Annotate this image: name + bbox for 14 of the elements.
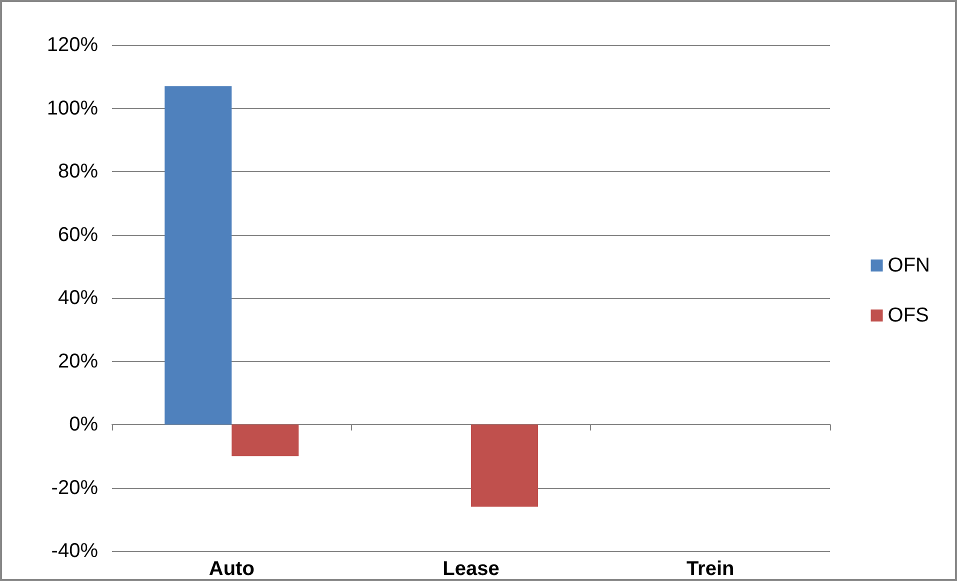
y-tick-label: 60%	[58, 224, 98, 246]
y-tick-label: 120%	[46, 34, 98, 56]
y-tick-label: 40%	[58, 287, 98, 309]
legend-label: OFS	[888, 304, 929, 326]
y-tick-label: 100%	[46, 97, 98, 120]
x-tick-label: Auto	[208, 558, 254, 580]
y-tick-label: -40%	[51, 540, 98, 562]
y-tick-label: -20%	[51, 476, 98, 499]
y-tick-label: 0%	[69, 414, 98, 436]
y-tick-label: 80%	[58, 160, 98, 182]
x-tick-label: Lease	[442, 558, 500, 580]
legend-label: OFN	[888, 254, 930, 276]
y-tick-label: 20%	[58, 350, 98, 372]
x-tick-label: Trein	[686, 558, 734, 580]
